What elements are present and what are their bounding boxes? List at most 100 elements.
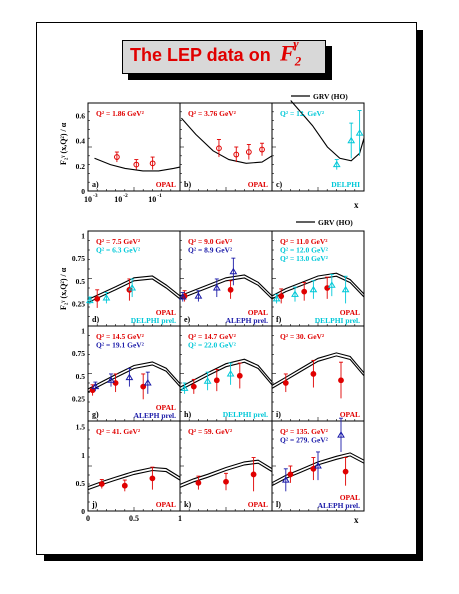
q2-label: Q² = 14.5 GeV² xyxy=(96,332,145,341)
page-shadow-bottom xyxy=(44,555,423,561)
experiment-label-2: ALEPH prel. xyxy=(318,501,360,510)
q2-label: Q² = 12. GeV² xyxy=(280,109,325,118)
q2-label: Q² = 59. GeV² xyxy=(188,427,233,436)
panel-k: Q² = 59. GeV² k) OPAL xyxy=(179,420,273,512)
q2-label: Q² = 7.5 GeV² xyxy=(96,237,141,246)
y-tick-label: 1 xyxy=(81,327,85,336)
experiment-label-2: ALEPH prel. xyxy=(134,411,176,420)
data-point-circle xyxy=(121,482,128,489)
f-superscript: γ xyxy=(293,36,299,51)
grv-curve-upper xyxy=(179,274,273,297)
y-axis-label-bottom: F₂ᵞ (x,Q²) / α xyxy=(59,267,68,310)
data-point-circle xyxy=(223,478,229,485)
data-point-triangle xyxy=(309,285,318,293)
experiment-label: OPAL xyxy=(340,308,360,317)
data-point-triangle xyxy=(226,369,235,377)
data-point-triangle xyxy=(337,431,345,438)
q2-label: Q² = 1.86 GeV² xyxy=(96,109,145,118)
data-point-triangle xyxy=(327,281,336,288)
data-point-triangle xyxy=(291,290,299,297)
legend-label-bottom: GRV (HO) xyxy=(318,218,353,227)
data-point-triangle xyxy=(314,462,322,469)
panel-id-label: k) xyxy=(184,500,191,509)
x-axis-label-bottom: x xyxy=(354,515,359,525)
data-point-circle xyxy=(250,471,257,478)
grv-curve xyxy=(179,462,273,488)
data-point-circle xyxy=(98,481,105,487)
grv-curve-upper xyxy=(271,272,365,297)
data-point-triangle xyxy=(341,285,350,293)
q2-label: Q² = 19.1 GeV² xyxy=(96,341,145,350)
data-point-circle xyxy=(342,468,349,475)
title-box xyxy=(122,40,326,74)
data-point-triangle xyxy=(332,160,341,168)
data-point-circle xyxy=(259,146,265,153)
y-tick-label: 0.6 xyxy=(76,112,86,121)
panel-i: Q² = 30. GeV² i) OPAL xyxy=(271,325,365,422)
data-point-circle xyxy=(213,377,220,384)
x-tick-label: 0 xyxy=(86,514,90,523)
y-tick-label: 0.5 xyxy=(76,372,86,381)
y-tick-label: 0.75 xyxy=(72,254,85,263)
q2-label: Q² = 6.3 GeV² xyxy=(96,246,141,255)
x-tick-label: 10 xyxy=(84,195,92,204)
data-point-triangle xyxy=(125,373,134,381)
data-point-circle xyxy=(233,151,240,158)
y-tick-label: 0.5 xyxy=(76,277,86,286)
q2-label: Q² = 135. GeV² xyxy=(280,427,329,436)
grv-curve xyxy=(271,275,365,300)
x-tick-label: 10 xyxy=(114,195,122,204)
x-tick-label: 1 xyxy=(178,514,182,523)
page-frame xyxy=(36,22,417,555)
data-point-circle xyxy=(236,372,243,379)
y-tick-label: 0.75 xyxy=(72,349,85,358)
data-point-triangle xyxy=(272,294,281,302)
data-point-triangle xyxy=(128,284,137,291)
data-point-circle xyxy=(278,293,285,300)
grv-curve xyxy=(179,277,273,300)
data-point-circle xyxy=(195,479,202,486)
y-tick-label: 0.25 xyxy=(72,299,85,308)
data-point-circle xyxy=(133,161,140,168)
q2-label: Q² = 8.9 GeV² xyxy=(188,246,233,255)
data-point-circle xyxy=(245,149,252,155)
y-tick-label: 0.2 xyxy=(76,162,86,171)
data-point-circle xyxy=(338,377,344,384)
data-point-triangle xyxy=(143,379,152,386)
data-point-triangle xyxy=(180,384,189,391)
experiment-label: OPAL xyxy=(156,180,176,189)
y-tick-label: 1 xyxy=(81,451,85,460)
q2-label: Q² = 22.0 GeV² xyxy=(188,341,237,350)
data-point-circle xyxy=(227,286,234,293)
grv-curve xyxy=(87,364,181,393)
q2-label: Q² = 9.0 GeV² xyxy=(188,237,233,246)
experiment-label: OPAL xyxy=(248,308,268,317)
experiment-label: DELPHI xyxy=(331,180,360,189)
data-point-circle xyxy=(324,285,331,291)
data-point-triangle xyxy=(212,284,221,291)
y-tick-label: 0 xyxy=(81,507,85,516)
data-point-triangle xyxy=(203,377,212,384)
data-point-circle xyxy=(282,380,289,386)
y-tick-label: 0.4 xyxy=(76,137,86,146)
data-point-circle xyxy=(149,160,156,167)
q2-label: Q² = 3.76 GeV² xyxy=(188,109,237,118)
y-tick-label: 0.5 xyxy=(76,479,86,488)
f-subscript: 2 xyxy=(294,53,302,69)
data-point-triangle xyxy=(194,292,203,299)
data-point-circle xyxy=(310,465,317,472)
y-tick-label: 0.25 xyxy=(72,394,85,403)
x-tick-exponent: -3 xyxy=(93,193,98,199)
data-point-triangle xyxy=(347,136,356,144)
page-shadow-right xyxy=(417,30,423,561)
x-tick-exponent: -1 xyxy=(157,193,162,199)
q2-label: Q² = 14.7 GeV² xyxy=(188,332,237,341)
y-tick-label: 1.5 xyxy=(76,423,86,432)
grv-curve xyxy=(180,117,273,164)
data-point-triangle xyxy=(178,293,187,300)
x-tick-label: 10 xyxy=(148,195,156,204)
